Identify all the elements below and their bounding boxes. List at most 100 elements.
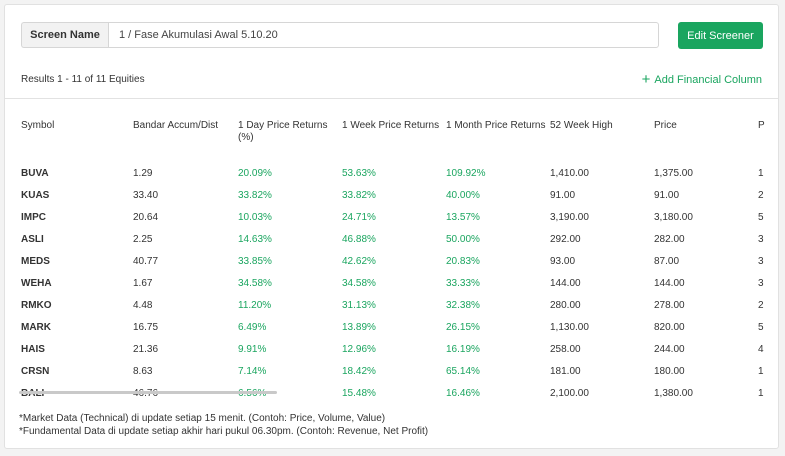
column-header[interactable]: 1 Month Price Returns: [446, 120, 546, 131]
symbol-cell[interactable]: CRSN: [21, 366, 50, 377]
table-cell: 3,190.00: [550, 212, 589, 223]
table-cell: 5: [758, 212, 764, 223]
edit-screener-button[interactable]: Edit Screener: [678, 22, 763, 49]
table-cell: 1,410.00: [550, 168, 589, 179]
table-cell: 1,375.00: [654, 168, 693, 179]
table-cell: 2.25: [133, 234, 153, 245]
symbol-cell[interactable]: IMPC: [21, 212, 46, 223]
return-cell: 16.19%: [446, 344, 480, 355]
return-cell: 20.83%: [446, 256, 480, 267]
table-cell: 2,100.00: [550, 388, 589, 399]
table-cell: 278.00: [654, 300, 685, 311]
table-row[interactable]: IMPC 20.64 10.03% 24.71% 13.57% 3,190.00 3,180…: [5, 210, 778, 232]
return-cell: 20.09%: [238, 168, 272, 179]
return-cell: 33.33%: [446, 278, 480, 289]
symbol-cell[interactable]: RMKO: [21, 300, 52, 311]
column-header[interactable]: Symbol: [21, 120, 55, 131]
table-cell: 820.00: [654, 322, 685, 333]
results-table-container[interactable]: Symbol Bandar Accum/Dist 1 Day Price Retur…: [5, 99, 778, 399]
return-cell: 18.42%: [342, 366, 376, 377]
table-cell: 180.00: [654, 366, 685, 377]
divider: [5, 98, 778, 99]
screener-card: Screen Name Edit Screener Results 1 - 11…: [4, 4, 779, 449]
column-header[interactable]: P: [758, 120, 765, 131]
return-cell: 16.46%: [446, 388, 480, 399]
table-cell: 144.00: [654, 278, 685, 289]
symbol-cell[interactable]: KUAS: [21, 190, 50, 201]
column-header[interactable]: Price: [654, 120, 677, 131]
column-header[interactable]: Bandar Accum/Dist: [133, 120, 219, 131]
symbol-cell[interactable]: HAIS: [21, 344, 45, 355]
column-header[interactable]: 52 Week High: [550, 120, 613, 131]
table-cell: 282.00: [654, 234, 685, 245]
table-cell: 244.00: [654, 344, 685, 355]
table-row[interactable]: CRSN 8.63 7.14% 18.42% 65.14% 181.00 180.00 1: [5, 364, 778, 386]
table-cell: 5: [758, 322, 764, 333]
add-financial-column-button[interactable]: + Add Financial Column: [642, 72, 762, 87]
add-financial-column-label: Add Financial Column: [654, 73, 762, 86]
return-cell: 46.88%: [342, 234, 376, 245]
table-cell: 1.67: [133, 278, 153, 289]
symbol-cell[interactable]: MEDS: [21, 256, 50, 267]
table-cell: 3: [758, 234, 764, 245]
table-cell: 2: [758, 190, 764, 201]
return-cell: 24.71%: [342, 212, 376, 223]
symbol-cell[interactable]: WEHA: [21, 278, 52, 289]
return-cell: 10.03%: [238, 212, 272, 223]
return-cell: 40.00%: [446, 190, 480, 201]
symbol-cell[interactable]: BUVA: [21, 168, 49, 179]
results-table: Symbol Bandar Accum/Dist 1 Day Price Retur…: [5, 99, 778, 399]
symbol-cell[interactable]: ASLI: [21, 234, 44, 245]
horizontal-scrollbar[interactable]: [19, 391, 277, 394]
table-cell: 2: [758, 300, 764, 311]
table-row[interactable]: MEDS 40.77 33.85% 42.62% 20.83% 93.00 87.00 3: [5, 254, 778, 276]
table-cell: 3: [758, 278, 764, 289]
table-cell: 3,180.00: [654, 212, 693, 223]
symbol-cell[interactable]: MARK: [21, 322, 51, 333]
screen-name-input[interactable]: [108, 22, 659, 48]
table-cell: 1: [758, 366, 764, 377]
return-cell: 12.96%: [342, 344, 376, 355]
table-cell: 93.00: [550, 256, 576, 267]
table-row[interactable]: MARK 16.75 6.49% 13.89% 26.15% 1,130.00 820.00…: [5, 320, 778, 342]
table-cell: 16.75: [133, 322, 159, 333]
return-cell: 34.58%: [238, 278, 272, 289]
table-cell: 91.00: [654, 190, 680, 201]
table-cell: 1,130.00: [550, 322, 589, 333]
table-cell: 1: [758, 168, 764, 179]
return-cell: 15.48%: [342, 388, 376, 399]
table-row[interactable]: BUVA 1.29 20.09% 53.63% 109.92% 1,410.00 1,375…: [5, 166, 778, 188]
return-cell: 65.14%: [446, 366, 480, 377]
table-cell: 258.00: [550, 344, 581, 355]
table-row[interactable]: KUAS 33.40 33.82% 33.82% 40.00% 91.00 91.00 2: [5, 188, 778, 210]
return-cell: 13.57%: [446, 212, 480, 223]
return-cell: 32.38%: [446, 300, 480, 311]
table-row[interactable]: HAIS 21.36 9.91% 12.96% 16.19% 258.00 244.00 4: [5, 342, 778, 364]
table-cell: 181.00: [550, 366, 581, 377]
table-cell: 8.63: [133, 366, 153, 377]
table-cell: 91.00: [550, 190, 576, 201]
table-cell: 144.00: [550, 278, 581, 289]
table-cell: 4: [758, 344, 764, 355]
table-cell: 20.64: [133, 212, 159, 223]
screen-name-label: Screen Name: [21, 22, 108, 48]
return-cell: 9.91%: [238, 344, 267, 355]
table-cell: 1: [758, 388, 764, 399]
column-header[interactable]: 1 Week Price Returns: [342, 120, 440, 131]
table-header-row: Symbol Bandar Accum/Dist 1 Day Price Retur…: [5, 99, 778, 166]
return-cell: 33.85%: [238, 256, 272, 267]
table-row[interactable]: WEHA 1.67 34.58% 34.58% 33.33% 144.00 144.00 3: [5, 276, 778, 298]
footnote-fundamental-data: *Fundamental Data di update setiap akhir…: [19, 426, 429, 437]
screen-name-row: Screen Name: [21, 22, 659, 48]
return-cell: 33.82%: [238, 190, 272, 201]
table-row[interactable]: RMKO 4.48 11.20% 31.13% 32.38% 280.00 278.00 2: [5, 298, 778, 320]
plus-icon: +: [641, 71, 651, 88]
table-cell: 1.29: [133, 168, 153, 179]
column-header[interactable]: 1 Day Price Returns (%): [238, 120, 328, 143]
table-row[interactable]: ASLI 2.25 14.63% 46.88% 50.00% 292.00 282.00 3: [5, 232, 778, 254]
return-cell: 33.82%: [342, 190, 376, 201]
table-cell: 4.48: [133, 300, 153, 311]
return-cell: 14.63%: [238, 234, 272, 245]
table-cell: 3: [758, 256, 764, 267]
results-count: Results 1 - 11 of 11 Equities: [21, 74, 145, 85]
